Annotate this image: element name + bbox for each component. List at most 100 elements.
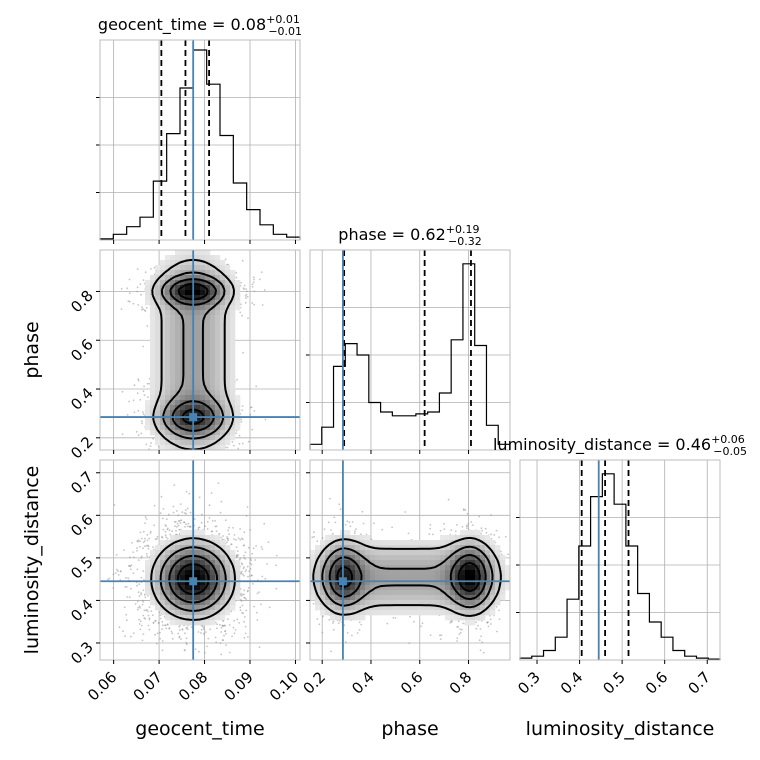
sample-point [246,290,248,293]
density-cell [230,585,236,591]
xtick-label: 0.5 [599,668,629,698]
density-cell [440,565,446,571]
density-cell [200,305,206,311]
density-cell [185,575,191,581]
density-cell [200,560,206,566]
density-cell [205,300,211,306]
sample-point [241,570,243,573]
density-cell [155,385,161,391]
sample-point [171,530,174,533]
density-cell [160,540,166,546]
density-cell [210,620,216,626]
density-cell [390,575,396,581]
sample-point [358,629,361,631]
density-cell [185,385,191,391]
density-cell [195,430,201,436]
density-cell [150,575,156,581]
density-cell [390,560,396,566]
density-cell [395,595,401,601]
density-cell [350,580,356,586]
density-cell [365,580,371,586]
sample-point [475,627,478,630]
density-cell [445,585,451,591]
density-cell [160,275,166,281]
density-cell [165,580,171,586]
sample-point [173,521,176,523]
density-cell [415,560,421,566]
sample-point [154,538,157,541]
density-cell [215,360,221,366]
sample-point [264,577,267,580]
density-cell [475,575,481,581]
density-cell [345,615,351,621]
sample-point [462,509,465,511]
density-cell [230,355,236,361]
density-cell [480,570,486,576]
density-cell [410,545,416,551]
density-cell [315,600,321,606]
sample-point [138,618,140,621]
sample-point [200,521,203,524]
density-cell [465,555,471,561]
density-cell [180,605,186,611]
sample-point [226,446,229,449]
density-cell [385,580,391,586]
density-cell [200,595,206,601]
density-cell [395,575,401,581]
density-cell [315,560,321,566]
sample-point [409,615,411,618]
density-cell [145,400,151,406]
sample-point [165,627,168,630]
sample-point [245,609,248,612]
density-cell [210,610,216,616]
sample-point [243,589,246,592]
density-cell [205,540,211,546]
sample-point [489,614,491,617]
sample-point [241,612,244,614]
density-cell [145,585,151,591]
density-cell [390,595,396,601]
density-cell [490,545,496,551]
density-cell [175,555,181,561]
sample-point [251,552,254,555]
density-cell [220,600,226,606]
sample-point [115,554,118,556]
sample-point [307,580,309,582]
density-cell [345,605,351,611]
density-cell [460,540,466,546]
density-cell [170,260,176,266]
density-cell [215,350,221,356]
sample-point [460,628,463,631]
density-cell [210,260,216,266]
density-cell [185,315,191,321]
density-cell [170,350,176,356]
density-cell [170,330,176,336]
density-cell [180,420,186,426]
density-cell [210,615,216,621]
sample-point [255,611,258,614]
sample-point [172,505,175,508]
sample-point [208,504,211,507]
density-cell [215,430,221,436]
density-cell [420,545,426,551]
density-cell [415,570,421,576]
density-cell [200,430,206,436]
sample-point [107,578,109,581]
density-cell [175,290,181,296]
sample-point [254,559,257,561]
density-cell [165,270,171,276]
density-cell [155,310,161,316]
density-cell [155,405,161,411]
sample-point [140,420,143,423]
density-cell [500,590,506,596]
density-cell [400,595,406,601]
density-cell [230,345,236,351]
sample-point [236,378,239,381]
density-cell [185,580,191,586]
density-cell [405,540,411,546]
sample-point [245,293,248,296]
density-cell [225,300,231,306]
density-cell [465,620,471,626]
sample-point [133,411,136,414]
sample-point [183,521,185,524]
